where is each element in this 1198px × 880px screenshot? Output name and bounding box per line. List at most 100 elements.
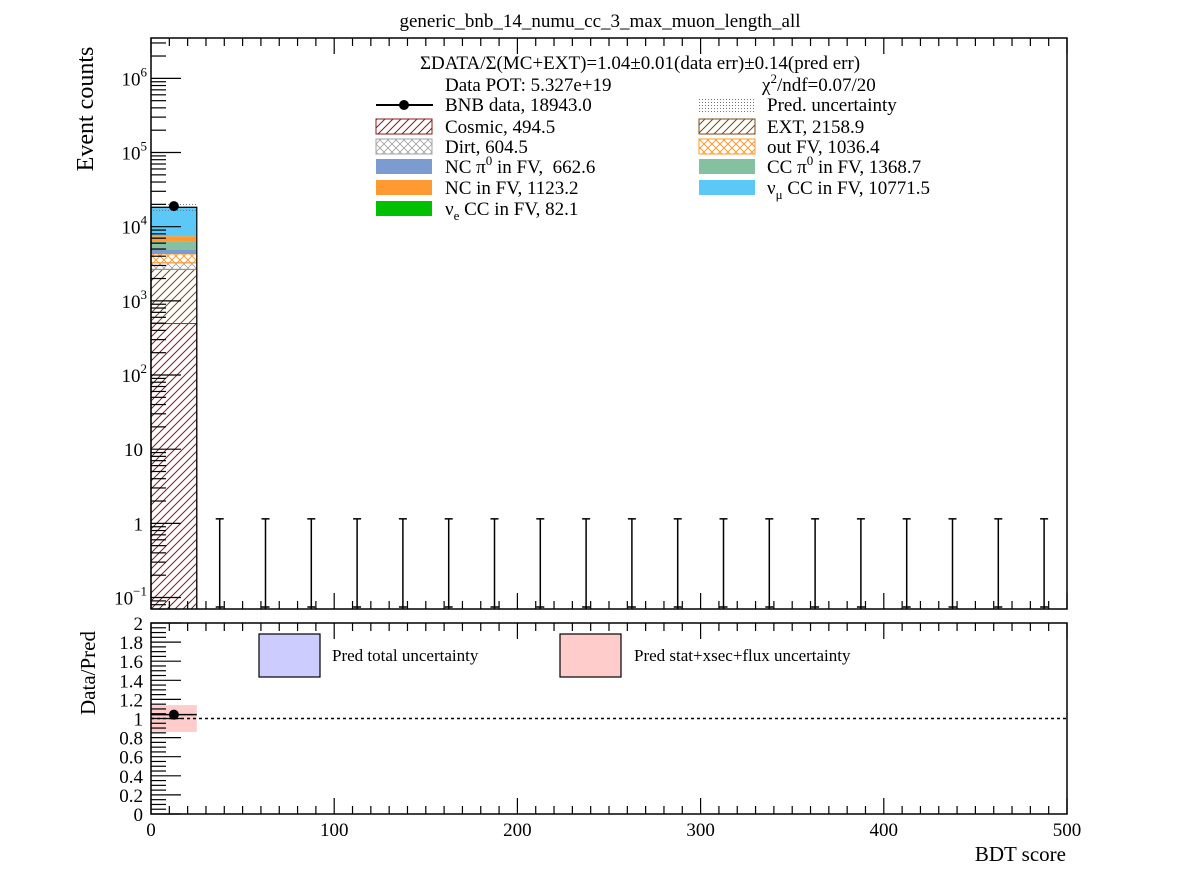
chart-title: generic_bnb_14_numu_cc_3_max_muon_length… <box>399 11 800 32</box>
legend-ccpi0-pre: CC π <box>767 157 807 178</box>
main-y-tick-label-1: 105 <box>122 139 148 165</box>
main-legend: BNB data, 18943.0 Pred. uncertainty Cosm… <box>375 95 930 223</box>
main-y-tick-label-3: 103 <box>122 287 148 313</box>
legend-cosmic-swatch <box>375 118 433 135</box>
stack-segment-nc-0-in-fv <box>151 249 197 254</box>
legend-entry-pred-uncertainty: Pred. uncertainty <box>699 95 897 116</box>
legend-entry-cosmic: Cosmic, 494.5 <box>375 117 555 138</box>
legend-necc-pre: ν <box>445 199 454 220</box>
ratio-x-ticks: 0 100 200 300 400 500 <box>146 623 1081 841</box>
legend-cosmic-label: Cosmic, 494.5 <box>445 117 555 138</box>
legend-necc-sub: e <box>454 208 460 223</box>
ratio-y-tick-label-1: 1.8 <box>119 633 143 654</box>
ratio-legend-total-swatch <box>258 633 321 678</box>
data-error-bars <box>168 201 1049 609</box>
ratio-point-0 <box>168 709 179 720</box>
pot-annotation: Data POT: 5.327e+19 <box>445 75 612 96</box>
ratio-legend-total-label: Pred total uncertainty <box>332 646 479 665</box>
legend-ccpi0-label: CC π0 in FV, 1368.7 <box>767 153 921 178</box>
legend-ncfv-swatch <box>376 180 432 195</box>
legend-entry-ext: EXT, 2158.9 <box>698 117 864 138</box>
legend-dirt-swatch <box>375 138 433 155</box>
legend-ncpi0-swatch <box>376 159 432 174</box>
stack-segment-dirt <box>150 262 198 270</box>
ratio-y-tick-label-7: 0.6 <box>119 748 143 769</box>
main-plot-frame <box>150 37 1068 610</box>
legend-ccpi0-sup: 0 <box>807 153 814 168</box>
main-y-tick-label-7: 10−1 <box>114 584 147 610</box>
legend-ncpi0-post: in FV, 662.6 <box>492 157 595 178</box>
legend-bnb-marker <box>399 100 409 110</box>
ratio-y-tick-label-0: 2 <box>134 614 144 635</box>
x-axis-label: BDT score <box>975 842 1066 866</box>
legend-ncpi0-sup: 0 <box>486 153 493 168</box>
stack-segment-out-fv <box>150 253 198 264</box>
chi2-symbol: χ <box>761 75 771 96</box>
ratio-legend-stat-label: Pred stat+xsec+flux uncertainty <box>634 646 851 665</box>
legend-numucc-sub: μ <box>776 187 783 202</box>
ratio-y-tick-label-10: 0 <box>134 805 144 826</box>
chi2-sup: 2 <box>770 71 777 86</box>
ratio-y-tick-label-3: 1.4 <box>119 671 143 692</box>
legend-numucc-post: CC in FV, 10771.5 <box>783 178 930 199</box>
main-y-ticks <box>151 42 181 610</box>
legend-entry-nc-fv: NC in FV, 1123.2 <box>376 178 579 199</box>
stack-segment-nc-in-fv <box>151 236 197 242</box>
ratio-y-ticks: 21.81.61.41.210.80.60.40.20 <box>119 614 181 826</box>
legend-numucc-swatch <box>699 180 755 195</box>
legend-necc-swatch <box>376 201 432 216</box>
chi2-annotation: χ2/ndf=0.07/20 <box>761 71 876 96</box>
stack-segment--cc-in-fv <box>151 207 197 237</box>
ratio-x-tick-label-5: 500 <box>1053 820 1082 841</box>
ratio-points <box>151 709 197 720</box>
main-x-ticks <box>150 38 1068 609</box>
legend-bnb-label: BNB data, 18943.0 <box>445 95 592 116</box>
legend-ext-label: EXT, 2158.9 <box>767 117 864 138</box>
stack-segment-cc-0-in-fv <box>151 241 197 250</box>
legend-entry-nue-cc: νe CC in FV, 82.1 <box>376 199 578 223</box>
legend-ncpi0-label: NC π0 in FV, 662.6 <box>445 153 595 178</box>
ratio-x-tick-label-4: 400 <box>870 820 899 841</box>
legend-entry-bnb-data: BNB data, 18943.0 <box>376 95 592 116</box>
legend-outfv-swatch <box>698 138 756 155</box>
ratio-x-tick-label-0: 0 <box>146 820 156 841</box>
legend-entry-dirt: Dirt, 604.5 <box>375 137 528 158</box>
legend-necc-label: νe CC in FV, 82.1 <box>445 199 578 223</box>
chi2-rest: /ndf=0.07/20 <box>777 75 876 96</box>
ratio-x-tick-label-3: 300 <box>686 820 715 841</box>
legend-pred-swatch <box>699 97 755 112</box>
legend-pred-label: Pred. uncertainty <box>767 95 897 116</box>
ratio-y-tick-label-6: 0.8 <box>119 729 143 750</box>
main-y-tick-label-4: 102 <box>122 361 148 387</box>
main-y-tick-label-2: 104 <box>122 213 148 239</box>
legend-entry-out-fv: out FV, 1036.4 <box>698 137 880 158</box>
y-axis-label: Event counts <box>73 47 99 172</box>
legend-necc-post: CC in FV, 82.1 <box>459 199 578 220</box>
ratio-y-tick-label-9: 0.2 <box>119 786 143 807</box>
ratio-y-tick-label-5: 1 <box>134 710 144 731</box>
legend-entry-numu-cc: νμ CC in FV, 10771.5 <box>699 178 930 202</box>
legend-numucc-label: νμ CC in FV, 10771.5 <box>767 178 930 202</box>
ratio-x-tick-label-1: 100 <box>320 820 349 841</box>
legend-outfv-label: out FV, 1036.4 <box>767 137 880 158</box>
stacked-histogram <box>150 203 198 610</box>
main-y-tick-label-0: 106 <box>122 64 148 90</box>
ratio-annotation: ΣDATA/Σ(MC+EXT)=1.04±0.01(data err)±0.14… <box>420 53 860 74</box>
ratio-x-tick-label-2: 200 <box>503 820 532 841</box>
ratio-y-tick-label-8: 0.4 <box>119 767 143 788</box>
ratio-legend: Pred total uncertainty Pred stat+xsec+fl… <box>258 633 851 678</box>
legend-entry-nc-pi0: NC π0 in FV, 662.6 <box>376 153 595 178</box>
ratio-legend-stat-swatch <box>559 633 622 678</box>
main-y-tick-label-6: 1 <box>134 514 144 535</box>
legend-entry-cc-pi0: CC π0 in FV, 1368.7 <box>699 153 921 178</box>
legend-ext-swatch <box>698 118 756 135</box>
legend-ncpi0-pre: NC π <box>445 157 486 178</box>
legend-dirt-label: Dirt, 604.5 <box>445 137 528 158</box>
ratio-y-tick-label-2: 1.6 <box>119 652 143 673</box>
legend-numucc-pre: ν <box>767 178 776 199</box>
stack-segment-ext <box>150 268 198 325</box>
main-y-tick-label-5: 10 <box>124 440 143 461</box>
